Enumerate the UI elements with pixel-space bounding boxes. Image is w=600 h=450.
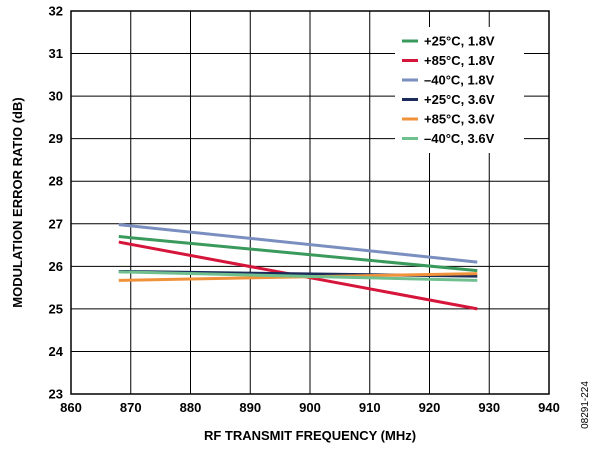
x-tick-label: 870 (120, 400, 142, 415)
x-axis-title: RF TRANSMIT FREQUENCY (MHz) (204, 428, 416, 443)
legend-label: +85°C, 1.8V (424, 53, 495, 68)
x-tick-label: 920 (419, 400, 441, 415)
y-tick-label: 23 (49, 387, 63, 402)
y-tick-label: 29 (49, 131, 63, 146)
y-tick-label: 31 (49, 46, 63, 61)
x-tick-label: 880 (180, 400, 202, 415)
plot-area-frame (70, 10, 550, 395)
series-line-3 (118, 223, 478, 264)
y-tick-label: 25 (49, 301, 63, 316)
legend: +25°C, 1.8V +85°C, 1.8V –40°C, 1.8V +25°C, … (395, 27, 524, 153)
series-lines (118, 223, 478, 311)
x-tick-label: 910 (359, 400, 381, 415)
y-axis-ticks: 23 24 25 26 27 28 29 30 31 32 (49, 4, 64, 402)
y-tick-label: 32 (49, 4, 63, 19)
x-tick-label: 930 (478, 400, 500, 415)
legend-label: +25°C, 3.6V (424, 92, 495, 107)
y-tick-label: 27 (49, 216, 63, 231)
series-line-1 (118, 235, 478, 273)
x-axis-ticks: 860 870 880 890 900 910 920 930 940 (60, 400, 560, 415)
x-tick-label: 890 (239, 400, 261, 415)
x-tick-label: 900 (299, 400, 321, 415)
y-tick-label: 26 (49, 259, 63, 274)
x-tick-label: 860 (60, 400, 82, 415)
legend-label: –40°C, 1.8V (424, 73, 495, 88)
y-axis-title: MODULATION ERROR RATIO (dB) (10, 97, 25, 307)
series-line-6 (118, 270, 478, 282)
y-tick-label: 24 (49, 344, 64, 359)
y-tick-label: 28 (49, 174, 63, 189)
figure-id: 08291-224 (580, 381, 591, 429)
grid-lines (70, 10, 550, 395)
legend-label: +25°C, 1.8V (424, 34, 495, 49)
legend-label: –40°C, 3.6V (424, 131, 495, 146)
x-tick-label: 940 (538, 400, 560, 415)
legend-label: +85°C, 3.6V (424, 112, 495, 127)
legend-background (395, 27, 524, 153)
y-tick-label: 30 (49, 89, 63, 104)
